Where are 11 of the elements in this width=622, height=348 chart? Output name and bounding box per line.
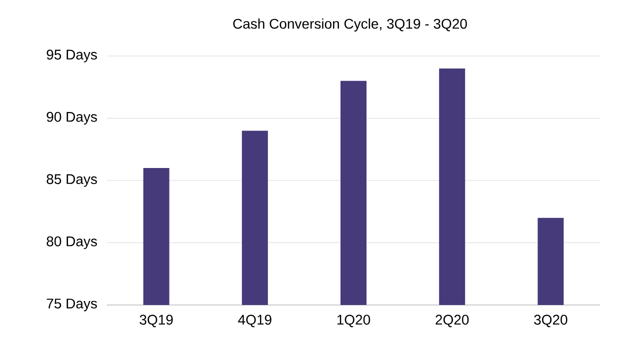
x-tick-label: 3Q19 bbox=[140, 314, 173, 328]
x-tick-label: 4Q19 bbox=[238, 314, 272, 328]
x-tick-label: 2Q20 bbox=[436, 314, 469, 328]
x-tick-label: 1Q20 bbox=[337, 314, 370, 328]
y-tick-label: 85 Days bbox=[46, 174, 97, 187]
y-tick-label: 90 Days bbox=[46, 112, 97, 125]
y-tick-label: 80 Days bbox=[46, 236, 97, 250]
chart-title: Cash Conversion Cycle, 3Q19 - 3Q20 bbox=[233, 18, 467, 32]
x-tick-label: 3Q20 bbox=[534, 314, 568, 328]
y-tick-label: 95 Days bbox=[46, 50, 97, 62]
y-tick-label: 75 Days bbox=[46, 298, 97, 312]
